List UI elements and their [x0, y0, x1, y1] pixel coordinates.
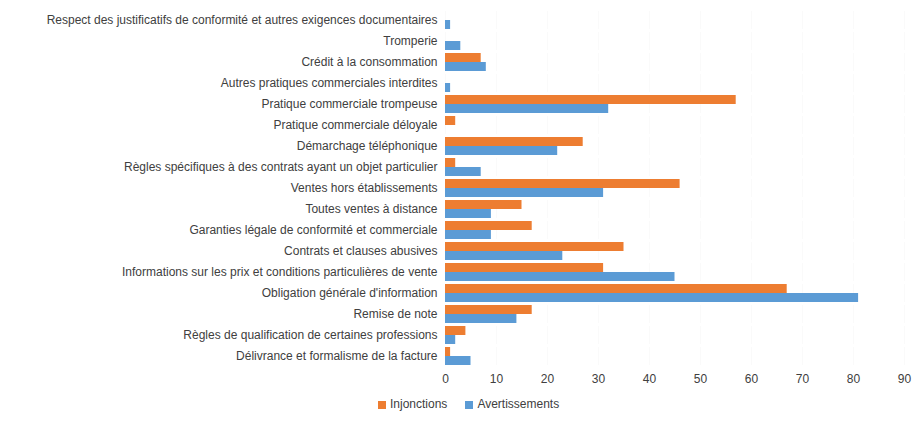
svg-text:Garanties légale de conformité: Garanties légale de conformité et commer…	[189, 223, 437, 237]
svg-text:Contrats et clauses abusives: Contrats et clauses abusives	[284, 244, 437, 258]
svg-text:40: 40	[643, 372, 657, 386]
svg-text:Respect des justificatifs de c: Respect des justificatifs de conformité …	[47, 13, 438, 27]
svg-text:Tromperie: Tromperie	[383, 34, 438, 48]
svg-text:70: 70	[796, 372, 810, 386]
svg-text:Démarchage téléphonique: Démarchage téléphonique	[297, 139, 438, 153]
svg-text:Règles spécifiques à des contr: Règles spécifiques à des contrats ayant …	[124, 160, 438, 174]
svg-text:Autres pratiques commerciales: Autres pratiques commerciales interdites	[221, 76, 438, 90]
html-text:Injonctions: Injonctions	[390, 397, 448, 411]
svg-text:Règles de qualification de cer: Règles de qualification de certaines pro…	[183, 328, 437, 342]
svg-text:Pratique commerciale trompeuse: Pratique commerciale trompeuse	[261, 97, 437, 111]
svg-text:50: 50	[694, 372, 708, 386]
svg-text:Délivrance et formalisme de la: Délivrance et formalisme de la facture	[236, 349, 438, 363]
svg-text:10: 10	[490, 372, 504, 386]
svg-text:80: 80	[847, 372, 861, 386]
svg-text:Pratique commerciale déloyale: Pratique commerciale déloyale	[273, 118, 437, 132]
svg-text:Crédit à la consommation: Crédit à la consommation	[301, 55, 437, 69]
svg-text:Toutes ventes à distance: Toutes ventes à distance	[305, 202, 437, 216]
svg-text:Remise de note: Remise de note	[353, 307, 437, 321]
svg-text:30: 30	[592, 372, 606, 386]
svg-text:0: 0	[442, 372, 449, 386]
svg-text:20: 20	[541, 372, 555, 386]
svg-text:Informations sur les prix et c: Informations sur les prix et conditions …	[122, 265, 438, 279]
svg-text:90: 90	[898, 372, 912, 386]
html-text:Avertissements: Avertissements	[477, 397, 560, 411]
svg-text:Obligation générale d'informat: Obligation générale d'information	[262, 286, 438, 300]
svg-text:Ventes hors établissements: Ventes hors établissements	[291, 181, 438, 195]
svg-text:60: 60	[745, 372, 759, 386]
